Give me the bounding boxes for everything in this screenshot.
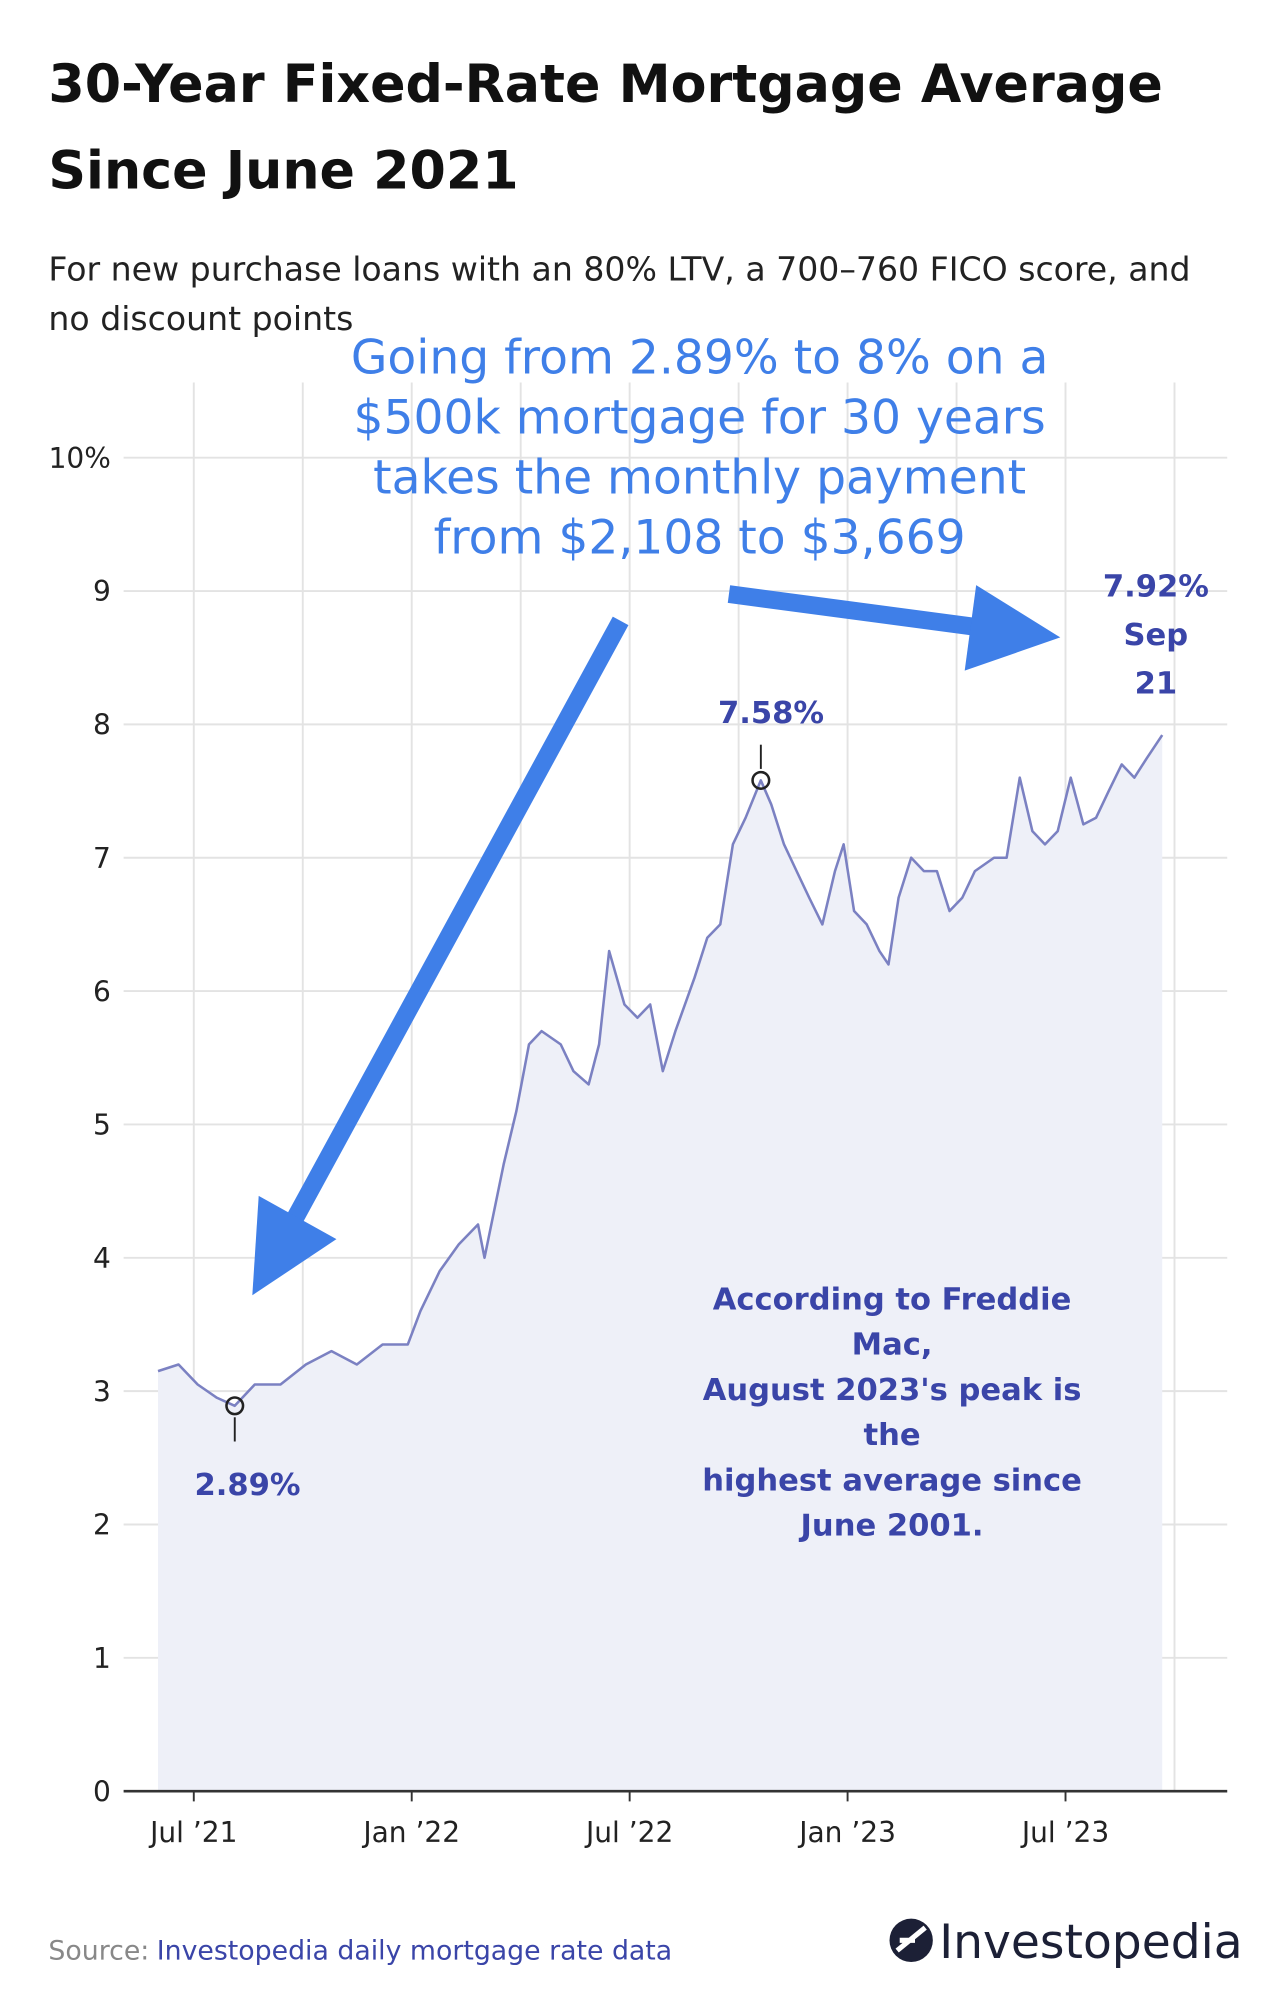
x-tick-label: Jul ’22 <box>584 1816 673 1849</box>
arrow-shaft <box>727 585 989 638</box>
annotation: 2.89% <box>194 1468 300 1503</box>
y-tick-label: 9 <box>93 575 111 608</box>
y-tick-label: 1 <box>93 1642 111 1675</box>
y-tick-label: 3 <box>93 1375 111 1408</box>
chart-title: Since June 2021 <box>48 142 518 202</box>
x-tick-label: Jul ’23 <box>1020 1816 1109 1849</box>
arrow <box>252 616 629 1296</box>
annotation: the <box>864 1418 921 1453</box>
arrow-head <box>964 585 1061 671</box>
annotation: June 2001. <box>799 1509 984 1544</box>
annotation: 21 <box>1135 667 1178 702</box>
point-marker <box>225 1396 245 1416</box>
annotation: August 2023's peak is <box>703 1373 1082 1408</box>
area-fill <box>158 735 1163 1792</box>
callout-text: from $2,108 to $3,669 <box>434 510 966 565</box>
annotation: Mac, <box>852 1328 933 1363</box>
y-tick-label: 7 <box>93 842 111 875</box>
y-tick-label: 6 <box>93 975 111 1008</box>
arrow <box>727 585 1061 671</box>
annotation: 7.58% <box>718 696 824 731</box>
y-tick-label: 0 <box>93 1775 111 1808</box>
annotation: 7.92% <box>1103 570 1209 605</box>
x-tick-label: Jan ’23 <box>797 1816 896 1849</box>
y-tick-label: 10% <box>49 442 111 475</box>
annotation: highest average since <box>702 1463 1082 1498</box>
y-tick-label: 2 <box>93 1509 111 1542</box>
chart-title: 30-Year Fixed-Rate Mortgage Average <box>48 55 1162 115</box>
callout-text: $500k mortgage for 30 years <box>354 390 1046 445</box>
line <box>157 734 1164 1408</box>
y-tick-label: 5 <box>93 1109 111 1142</box>
chart-subtitle: no discount points <box>48 299 353 338</box>
brand-logo <box>889 1918 933 1963</box>
source-link[interactable]: Investopedia daily mortgage rate data <box>157 1935 672 1966</box>
chart-subtitle: For new purchase loans with an 80% LTV, … <box>48 249 1190 288</box>
brand-name: Investopedia <box>939 1915 1242 1970</box>
logo-mark <box>895 1925 927 1953</box>
point-marker <box>751 770 771 790</box>
y-tick-label: 8 <box>93 709 111 742</box>
arrow-head <box>252 1195 337 1296</box>
y-tick-label: 4 <box>93 1242 111 1275</box>
callout-text: takes the monthly payment <box>373 450 1026 505</box>
x-tick-label: Jul ’21 <box>148 1816 237 1849</box>
source-label: Source: <box>48 1935 149 1966</box>
annotation: According to Freddie <box>713 1282 1072 1317</box>
x-tick-label: Jan ’22 <box>361 1816 460 1849</box>
plot-area: Jul ’21 Jan ’22 Jul ’22 Jan ’23 Jul ’23 0 1 2 3 4… <box>49 382 1228 1849</box>
arrow-shaft <box>282 616 629 1231</box>
annotation: Sep <box>1124 618 1189 653</box>
callout-text: Going from 2.89% to 8% on a <box>351 331 1048 386</box>
